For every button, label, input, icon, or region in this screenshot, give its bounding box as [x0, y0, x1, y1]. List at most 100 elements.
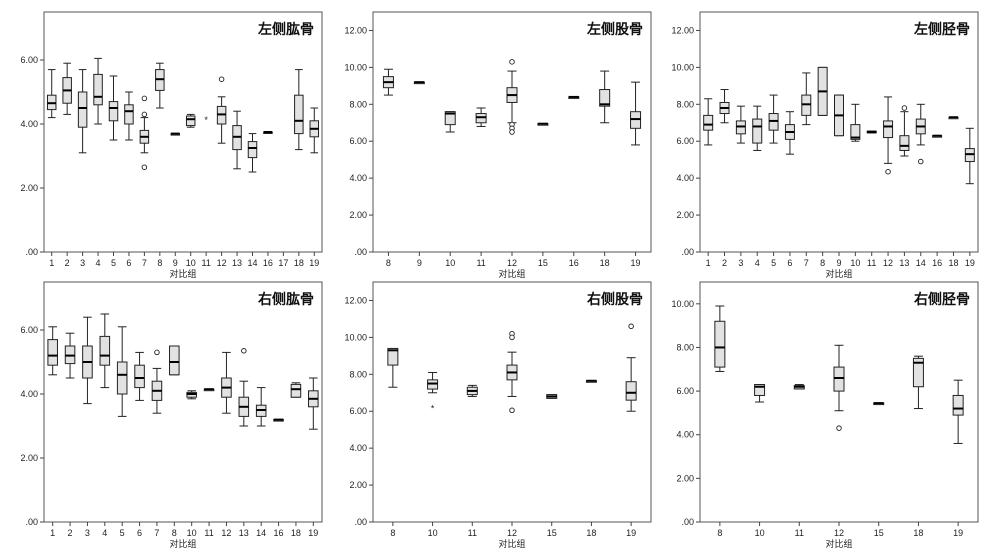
box-group-2	[719, 89, 730, 124]
box-group-6	[784, 111, 795, 155]
x-tick-label: 13	[232, 258, 242, 268]
box-group-3	[735, 105, 746, 144]
box-iqr	[625, 381, 637, 401]
y-tick-label: 8.00	[349, 99, 367, 109]
x-tick-label: 9	[173, 258, 178, 268]
x-tick-label: 10	[755, 528, 765, 538]
box-iqr	[247, 141, 258, 159]
x-tick-label: 3	[738, 258, 743, 268]
chart-panel-left-tibia: .00 2.00 4.00 6.00 8.00 10.00 12.00 1 2 3 4 5 6 7 8 9 10…	[664, 8, 984, 278]
x-tick-label: 6	[787, 258, 792, 268]
y-tick-label: 12.00	[344, 295, 367, 305]
box-group-7	[139, 95, 150, 170]
x-axis-label: 对比组	[825, 538, 852, 548]
x-tick-label: 11	[468, 528, 477, 538]
box-iqr	[290, 383, 302, 398]
x-tick-label: 5	[111, 258, 116, 268]
box-group-8	[714, 305, 726, 372]
x-tick-label: 6	[137, 528, 142, 538]
box-group-18	[948, 116, 959, 120]
y-tick-label: 8.00	[676, 342, 694, 352]
x-tick-label: 18	[948, 258, 958, 268]
x-tick-label: 5	[120, 528, 125, 538]
y-tick-label: 10.00	[671, 62, 694, 72]
x-tick-label: 18	[586, 528, 596, 538]
chart-title: 右侧胫骨	[913, 291, 970, 308]
x-tick-label: 11	[201, 258, 210, 268]
y-tick-label: 10.00	[344, 332, 367, 342]
outlier-point	[628, 323, 634, 330]
box-iqr	[47, 339, 58, 366]
plot-frame	[43, 11, 323, 253]
box-iqr	[703, 114, 714, 131]
box-group-14	[915, 103, 926, 165]
box-group-16	[263, 131, 273, 134]
outlier-point	[218, 76, 225, 82]
x-tick-label: 12	[834, 528, 844, 538]
x-tick-label: 8	[157, 258, 162, 268]
box-group-8	[169, 345, 180, 376]
x-axis-label: 对比组	[825, 268, 852, 278]
box-iqr	[952, 394, 964, 416]
box-group-13	[238, 348, 250, 427]
x-tick-label: 13	[239, 528, 249, 538]
y-tick-label: 8.00	[349, 369, 367, 379]
chart-title: 左侧股骨	[586, 21, 643, 38]
x-tick-label: 9	[417, 258, 422, 268]
chart-svg-right-tibia: .00 2.00 4.00 6.00 8.00 10.00 8 10 11 12 15 18 19 对比组…	[671, 281, 979, 548]
y-tick-label: 6.00	[349, 406, 367, 416]
box-group-12	[221, 351, 232, 414]
x-tick-label: 8	[390, 528, 395, 538]
box-group-2	[62, 62, 72, 115]
x-axis-label: 对比组	[169, 538, 196, 548]
x-tick-label: 8	[820, 258, 825, 268]
box-group-1	[47, 326, 58, 376]
x-tick-label: 2	[68, 528, 73, 538]
box-group-16	[568, 95, 580, 99]
plot-frame	[43, 281, 323, 523]
x-tick-label: 18	[291, 528, 301, 538]
y-tick-label: 2.00	[20, 183, 38, 193]
chart-svg-left-humerus: .002.004.006.001 2 3 4 5 6 7 8 9 10 11 12 13 14 16 17 18…	[20, 11, 323, 278]
chart-panel-left-humerus: .00 2.00 4.00 6.00 1 2 3 4 5 6 7 8 9 10 11 12 13 14 16 17 18…	[8, 8, 328, 278]
box-group-8	[817, 66, 828, 116]
x-tick-label: 3	[80, 258, 85, 268]
box-iqr	[116, 361, 128, 395]
outlier-point	[918, 158, 924, 165]
x-tick-label: 10	[187, 528, 197, 538]
box-iqr	[714, 320, 726, 368]
box-iqr	[185, 115, 196, 127]
x-tick-label: 12	[507, 258, 517, 268]
x-tick-label: 14	[916, 258, 926, 268]
box-group-14	[247, 133, 258, 173]
box-group-5	[768, 94, 779, 144]
y-tick-label: 6.00	[20, 325, 38, 335]
x-tick-label: 8	[386, 258, 391, 268]
x-tick-label: 8	[717, 528, 722, 538]
x-axis-label: 对比组	[498, 268, 525, 278]
box-group-11	[203, 388, 215, 392]
box-iqr	[833, 366, 845, 392]
outlier-point	[141, 111, 148, 118]
box-group-19	[625, 323, 637, 412]
box-group-16	[273, 418, 284, 422]
x-tick-label: 19	[631, 258, 641, 268]
box-group-11	[475, 107, 487, 127]
box-group-8	[387, 347, 399, 388]
box-iqr	[444, 111, 456, 126]
box-group-3	[82, 316, 93, 405]
box-group-7	[151, 349, 163, 414]
box-group-5	[108, 75, 119, 141]
x-tick-label: 19	[308, 528, 318, 538]
x-tick-label: 13	[899, 258, 909, 268]
box-group-8	[155, 62, 165, 109]
chart-svg-left-femur: .00 2.00 4.00 6.00 8.00 10.00 12.00 8 9 10 11 12 15 1…	[344, 11, 652, 278]
x-tick-label: 18	[600, 258, 610, 268]
box-iqr	[899, 135, 910, 151]
box-group-11	[866, 130, 877, 134]
y-tick-label: 4.00	[20, 389, 38, 399]
x-tick-label: 9	[836, 258, 841, 268]
x-tick-label: 7	[154, 528, 159, 538]
box-group-14	[255, 387, 267, 427]
chart-title: 右侧股骨	[586, 291, 643, 308]
